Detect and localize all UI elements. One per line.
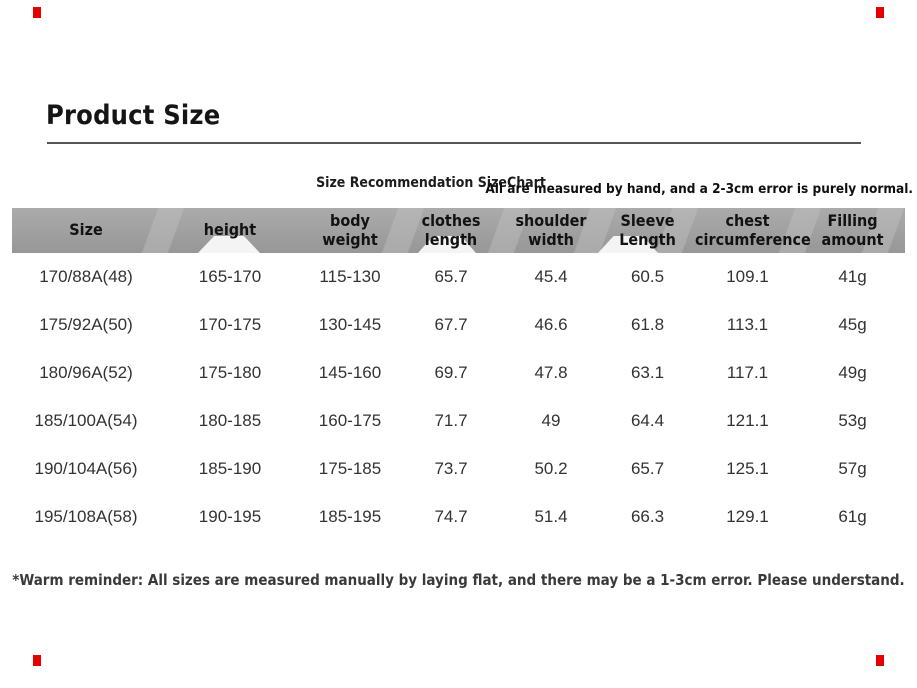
- cell-filling-amount: 61g: [838, 507, 867, 526]
- column-header-height: height: [203, 220, 257, 240]
- cell-chest-circumference: 129.1: [726, 507, 769, 526]
- cell-shoulder-width: 50.2: [534, 459, 568, 478]
- warm-reminder-note: *Warm reminder: All sizes are measured m…: [12, 571, 905, 589]
- cell-height: 170-175: [198, 315, 262, 334]
- table-row: 175/92A(50) 170-175 130-145 67.7 46.6 61.8 113…: [12, 301, 905, 349]
- cell-clothes-length: 71.7: [434, 411, 468, 430]
- corner-mark-bottom-right: [876, 655, 884, 666]
- column-header-size: Size: [69, 220, 103, 240]
- cell-body-weight: 130-145: [318, 315, 382, 334]
- cell-filling-amount: 57g: [838, 459, 867, 478]
- cell-height: 190-195: [198, 507, 262, 526]
- page-title: Product Size: [46, 100, 221, 131]
- column-header-body-weight: body weight: [322, 211, 378, 249]
- cell-clothes-length: 67.7: [434, 315, 468, 334]
- table-row: 170/88A(48) 165-170 115-130 65.7 45.4 60.5 109…: [12, 253, 905, 301]
- cell-height: 165-170: [198, 267, 262, 286]
- cell-size: 195/108A(58): [34, 507, 138, 526]
- table-row: 190/104A(56) 185-190 175-185 73.7 50.2 65.7 12…: [12, 445, 905, 493]
- cell-sleeve-length: 64.4: [630, 411, 665, 430]
- measurement-error-note: All are measured by hand, and a 2-3cm er…: [485, 181, 913, 197]
- cell-filling-amount: 41g: [838, 267, 867, 286]
- title-underline: [47, 142, 861, 144]
- cell-clothes-length: 74.7: [434, 507, 468, 526]
- column-header-chest-circumference: chest circumference: [695, 211, 811, 249]
- cell-size: 175/92A(50): [39, 315, 133, 334]
- table-header-row: Size height body weight clothes length shoul…: [12, 208, 905, 253]
- cell-height: 175-180: [198, 363, 262, 382]
- cell-shoulder-width: 46.6: [534, 315, 568, 334]
- column-header-clothes-length: clothes length: [421, 211, 481, 249]
- cell-shoulder-width: 47.8: [534, 363, 568, 382]
- size-chart-subtitle: Size Recommendation SizeChart: [316, 175, 546, 191]
- corner-mark-top-right: [876, 7, 884, 18]
- cell-clothes-length: 65.7: [434, 267, 468, 286]
- cell-size: 170/88A(48): [39, 267, 133, 286]
- cell-shoulder-width: 49: [541, 411, 561, 430]
- cell-sleeve-length: 66.3: [630, 507, 665, 526]
- cell-chest-circumference: 117.1: [726, 363, 769, 382]
- cell-filling-amount: 45g: [838, 315, 867, 334]
- column-header-filling-amount: Filling amount: [821, 211, 884, 249]
- cell-body-weight: 185-195: [318, 507, 382, 526]
- cell-sleeve-length: 61.8: [630, 315, 665, 334]
- cell-height: 185-190: [198, 459, 262, 478]
- cell-body-weight: 160-175: [318, 411, 382, 430]
- cell-chest-circumference: 121.1: [726, 411, 769, 430]
- table-row: 195/108A(58) 190-195 185-195 74.7 51.4 66.3 12…: [12, 493, 905, 541]
- corner-mark-bottom-left: [33, 655, 41, 666]
- cell-body-weight: 145-160: [318, 363, 382, 382]
- cell-sleeve-length: 60.5: [630, 267, 665, 286]
- column-header-sleeve-length: Sleeve Length: [619, 211, 676, 249]
- corner-mark-top-left: [33, 7, 41, 18]
- cell-chest-circumference: 109.1: [726, 267, 769, 286]
- cell-body-weight: 175-185: [318, 459, 382, 478]
- cell-shoulder-width: 51.4: [534, 507, 568, 526]
- cell-filling-amount: 53g: [838, 411, 867, 430]
- cell-height: 180-185: [198, 411, 262, 430]
- cell-size: 190/104A(56): [34, 459, 138, 478]
- table-row: 185/100A(54) 180-185 160-175 71.7 49 64.4 121.…: [12, 397, 905, 445]
- size-table: Size height body weight clothes length shoul…: [12, 208, 905, 541]
- table-row: 180/96A(52) 175-180 145-160 69.7 47.8 63.1 117…: [12, 349, 905, 397]
- cell-clothes-length: 73.7: [434, 459, 468, 478]
- cell-filling-amount: 49g: [838, 363, 867, 382]
- table-body: 170/88A(48) 165-170 115-130 65.7 45.4 60.5 109…: [12, 253, 905, 541]
- cell-sleeve-length: 65.7: [630, 459, 665, 478]
- cell-size: 185/100A(54): [34, 411, 138, 430]
- cell-chest-circumference: 125.1: [726, 459, 769, 478]
- cell-sleeve-length: 63.1: [630, 363, 665, 382]
- column-header-shoulder-width: shoulder width: [515, 211, 587, 249]
- cell-size: 180/96A(52): [39, 363, 133, 382]
- cell-shoulder-width: 45.4: [534, 267, 568, 286]
- cell-body-weight: 115-130: [319, 267, 381, 286]
- cell-chest-circumference: 113.1: [726, 315, 769, 334]
- cell-clothes-length: 69.7: [434, 363, 468, 382]
